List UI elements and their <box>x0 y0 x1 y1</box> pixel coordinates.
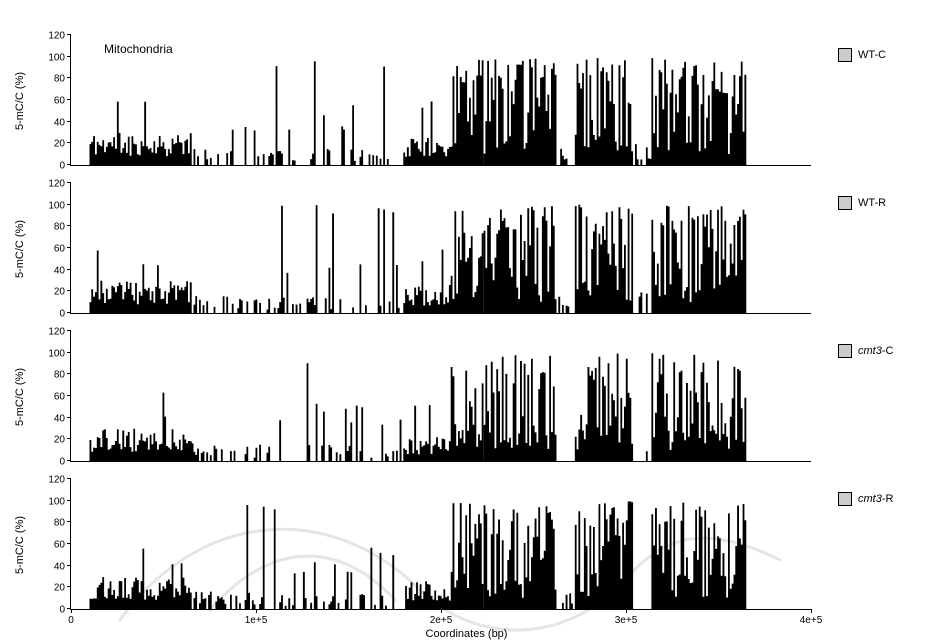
y-tick-label: 40 <box>54 413 65 424</box>
x-tick-label: 3e+5 <box>615 615 638 626</box>
y-tick-label: 80 <box>54 222 65 233</box>
bars-svg <box>71 183 811 313</box>
y-axis-label: 5-mC/C (%) <box>14 220 26 278</box>
y-tick-label: 0 <box>59 309 65 320</box>
plot-area: 020406080100120 <box>70 331 811 462</box>
y-axis-label: 5-mC/C (%) <box>14 72 26 130</box>
plot-area: 020406080100120 <box>70 183 811 314</box>
legend-cmt3-c: cmt3-C <box>838 344 893 358</box>
y-tick-label: 60 <box>54 392 65 403</box>
y-tick-label: 60 <box>54 540 65 551</box>
x-tick-mark <box>256 609 257 613</box>
plot-area: 020406080100120 <box>70 35 811 166</box>
legend-label: cmt3-C <box>858 345 893 357</box>
y-tick-label: 120 <box>48 31 65 42</box>
y-tick-label: 120 <box>48 179 65 190</box>
plot-area: 02040608010012001e+52e+53e+54e+5 <box>70 479 811 610</box>
y-tick-label: 20 <box>54 435 65 446</box>
y-tick-label: 0 <box>59 161 65 172</box>
y-tick-label: 20 <box>54 139 65 150</box>
legend-label: WT-C <box>858 49 886 61</box>
y-tick-label: 0 <box>59 605 65 616</box>
legend-wt-c: WT-C <box>838 48 886 62</box>
y-tick-label: 80 <box>54 370 65 381</box>
panel-wt-c: 0204060801001205-mC/C (%) <box>70 36 810 166</box>
x-axis-label: Coordinates (bp) <box>426 628 508 640</box>
x-tick-mark <box>71 609 72 613</box>
bars-svg <box>71 479 811 609</box>
legend-cmt3-r: cmt3-R <box>838 492 893 506</box>
y-tick-label: 20 <box>54 287 65 298</box>
y-tick-label: 20 <box>54 583 65 594</box>
y-tick-label: 100 <box>48 348 65 359</box>
x-tick-label: 0 <box>68 615 74 626</box>
y-tick-label: 100 <box>48 496 65 507</box>
y-tick-label: 40 <box>54 117 65 128</box>
y-tick-label: 40 <box>54 265 65 276</box>
y-tick-label: 80 <box>54 74 65 85</box>
panel-cmt3-r: 02040608010012001e+52e+53e+54e+55-mC/C (… <box>70 480 810 610</box>
y-axis-label: 5-mC/C (%) <box>14 368 26 426</box>
legend-swatch <box>838 196 852 210</box>
bars-svg <box>71 331 811 461</box>
x-tick-label: 2e+5 <box>430 615 453 626</box>
figure-root: Mitochondria WT-C WT-R cmt3-C cmt3-R 020… <box>0 0 933 644</box>
legend-swatch <box>838 344 852 358</box>
y-tick-label: 40 <box>54 561 65 572</box>
panel-cmt3-c: 0204060801001205-mC/C (%) <box>70 332 810 462</box>
legend-swatch <box>838 492 852 506</box>
legend-label: cmt3-R <box>858 493 893 505</box>
x-tick-mark <box>626 609 627 613</box>
y-tick-label: 100 <box>48 52 65 63</box>
panel-wt-r: 0204060801001205-mC/C (%) <box>70 184 810 314</box>
bars-svg <box>71 35 811 165</box>
x-tick-mark <box>441 609 442 613</box>
legend-swatch <box>838 48 852 62</box>
legend-label: WT-R <box>858 197 886 209</box>
y-tick-label: 60 <box>54 244 65 255</box>
y-tick-label: 120 <box>48 475 65 486</box>
y-tick-label: 120 <box>48 327 65 338</box>
y-tick-label: 100 <box>48 200 65 211</box>
legend-wt-r: WT-R <box>838 196 886 210</box>
y-tick-label: 0 <box>59 457 65 468</box>
y-axis-label: 5-mC/C (%) <box>14 516 26 574</box>
x-tick-mark <box>811 609 812 613</box>
y-tick-label: 60 <box>54 96 65 107</box>
x-tick-label: 4e+5 <box>800 615 823 626</box>
x-tick-label: 1e+5 <box>245 615 268 626</box>
y-tick-label: 80 <box>54 518 65 529</box>
